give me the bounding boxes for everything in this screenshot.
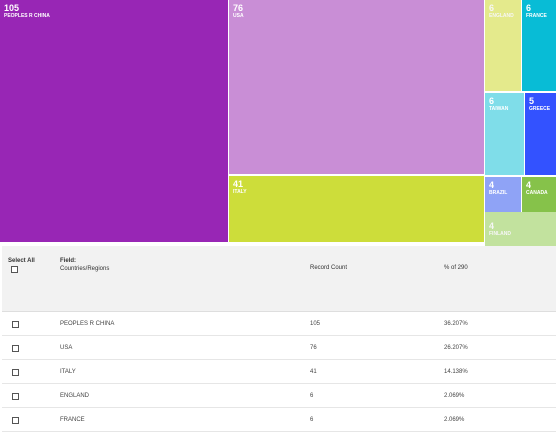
tile-label: FRANCE (526, 13, 547, 19)
row-count: 41 (310, 369, 317, 375)
table-row: FRANCE 6 2.069% (2, 408, 556, 432)
record-count-header[interactable]: Record Count (310, 265, 348, 271)
row-checkbox[interactable] (12, 321, 19, 328)
tile-count: 105 (4, 3, 20, 13)
tile-label: FINLAND (489, 231, 511, 237)
results-table: Select All Field: Countries/Regions Reco… (2, 246, 556, 432)
treemap-tile-france[interactable]: 6 FRANCE (522, 0, 556, 91)
tile-count: 4 (489, 221, 495, 231)
tile-label: TAIWAN (489, 106, 509, 112)
treemap-tile-finland-label[interactable]: 4 FINLAND (485, 212, 556, 242)
row-name: USA (60, 345, 73, 351)
table-row: ITALY 41 14.138% (2, 360, 556, 384)
select-all-checkbox[interactable] (11, 266, 18, 273)
row-count: 105 (310, 321, 321, 327)
treemap-tile-italy[interactable]: 41 ITALY (229, 176, 484, 242)
tile-label: BRAZIL (489, 190, 508, 196)
tile-label: ENGLAND (489, 13, 514, 19)
table-row: USA 76 26.207% (2, 336, 556, 360)
row-name: ENGLAND (60, 393, 90, 399)
row-percent: 14.138% (444, 369, 468, 375)
row-count: 6 (310, 417, 314, 423)
row-checkbox[interactable] (12, 345, 19, 352)
treemap: 105 PEOPLES R CHINA 76 USA 41 ITALY 6 EN… (0, 0, 556, 247)
field-value: Countries/Regions (60, 266, 110, 272)
row-count: 76 (310, 345, 317, 351)
row-count: 6 (310, 393, 314, 399)
field-label: Field: (60, 258, 76, 264)
tile-label: GREECE (529, 106, 551, 112)
row-percent: 26.207% (444, 345, 468, 351)
row-name: PEOPLES R CHINA (60, 321, 115, 327)
select-all-label: Select All (8, 258, 35, 264)
treemap-tile-taiwan[interactable]: 6 TAIWAN (485, 93, 524, 175)
tile-count: 6 (526, 3, 532, 13)
tile-count: 6 (489, 96, 495, 106)
row-checkbox[interactable] (12, 393, 19, 400)
tile-count: 6 (489, 3, 495, 13)
tile-count: 41 (233, 179, 244, 189)
treemap-tile-peoples-r-china[interactable]: 105 PEOPLES R CHINA (0, 0, 228, 242)
tile-count: 4 (489, 180, 495, 190)
table-row: PEOPLES R CHINA 105 36.207% (2, 312, 556, 336)
tile-label: CANADA (526, 190, 548, 196)
tile-count: 4 (526, 180, 532, 190)
percent-header[interactable]: % of 290 (444, 265, 468, 271)
row-percent: 2.069% (444, 393, 465, 399)
tile-count: 76 (233, 3, 244, 13)
tile-label: ITALY (233, 189, 247, 195)
tile-count: 5 (529, 96, 535, 106)
tile-label: PEOPLES R CHINA (4, 13, 50, 19)
row-name: FRANCE (60, 417, 85, 423)
treemap-tile-finland[interactable] (485, 239, 556, 247)
row-percent: 36.207% (444, 321, 468, 327)
row-percent: 2.069% (444, 417, 465, 423)
table-header: Select All Field: Countries/Regions Reco… (2, 246, 556, 312)
treemap-tile-greece[interactable]: 5 GREECE (525, 93, 556, 175)
treemap-tile-usa[interactable]: 76 USA (229, 0, 484, 174)
row-checkbox[interactable] (12, 369, 19, 376)
table-row: ENGLAND 6 2.069% (2, 384, 556, 408)
row-name: ITALY (60, 369, 76, 375)
tile-label: USA (233, 13, 244, 19)
treemap-tile-england[interactable]: 6 ENGLAND (485, 0, 521, 91)
row-checkbox[interactable] (12, 417, 19, 424)
